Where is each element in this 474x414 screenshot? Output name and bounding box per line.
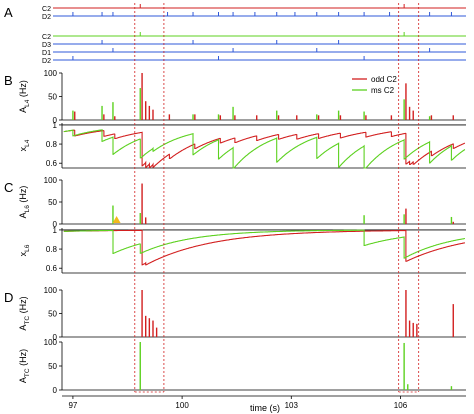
trace-x_L6-ms [63, 229, 465, 259]
y-tick-label-A_L4-0: 0 [53, 116, 58, 125]
trace-x_L4-odd [63, 129, 466, 169]
panel-A_TC_ms: 0 50 100 ATC (Hz) [18, 338, 466, 395]
y-tick-label-A_TC_ms-2: 100 [44, 338, 58, 347]
y-tick-label-x_L6-1: 0.8 [46, 245, 58, 254]
triangle-marker-A_L6 [112, 216, 121, 223]
x-tick-label-2: 103 [285, 401, 299, 410]
y-label-A_TC_odd: ATC (Hz) [18, 296, 31, 330]
raster-label-ms-d2: D2 [42, 58, 51, 65]
panel-letter-c: C [4, 180, 13, 195]
y-label-x_L6: xL6 [18, 244, 31, 256]
y-label-A_L4: AL4 (Hz) [18, 80, 31, 113]
legend: odd C2 ms C2 [352, 75, 397, 95]
y-tick-label-x_L4-1: 0.8 [46, 140, 58, 149]
y-label-x_L4: xL4 [18, 139, 31, 151]
y-tick-label-A_TC_odd-1: 50 [48, 310, 57, 319]
panel-letter-d: D [4, 290, 13, 305]
trace-x_L6-odd [63, 229, 465, 266]
raster-label-ms-c2: C2 [42, 34, 51, 41]
highlight-boxes [134, 3, 420, 393]
x-tick-label-3: 106 [394, 401, 408, 410]
y-tick-label-A_L6-0: 0 [53, 220, 58, 229]
y-tick-label-A_TC_odd-2: 100 [44, 286, 58, 295]
y-tick-label-x_L6-2: 1 [53, 226, 58, 235]
y-tick-label-A_L4-2: 100 [44, 69, 58, 78]
legend-label-ms: ms C2 [371, 86, 395, 95]
y-tick-label-A_TC_ms-1: 50 [48, 362, 57, 371]
y-tick-label-A_TC_ms-0: 0 [53, 386, 58, 395]
y-tick-label-x_L4-0: 0.6 [46, 159, 58, 168]
y-tick-label-A_L4-1: 50 [48, 93, 57, 102]
x-tick-label-1: 100 [175, 401, 189, 410]
panel-x_L6: 0.6 0.8 1 xL6 [18, 226, 466, 274]
raster-label-ms-d1: D1 [42, 50, 51, 57]
y-tick-label-A_TC_odd-0: 0 [53, 333, 58, 342]
raster-label-odd-c2: C2 [42, 6, 51, 13]
y-label-A_L6: AL6 (Hz) [18, 186, 31, 219]
legend-label-odd: odd C2 [371, 75, 397, 84]
y-tick-label-x_L4-2: 1 [53, 121, 58, 130]
y-tick-label-A_L6-1: 50 [48, 198, 57, 207]
panel-letter-a: A [4, 5, 13, 20]
x-axis: 97 100 103 106 [62, 395, 466, 410]
raster-label-ms-d3: D3 [42, 42, 51, 49]
panel-A_TC_odd: 0 50 100 ATC (Hz) [18, 286, 466, 342]
y-tick-label-x_L6-0: 0.6 [46, 264, 58, 273]
panel-letters: A B C D [4, 5, 13, 305]
panel-letter-b: B [4, 73, 13, 88]
y-tick-label-A_L6-2: 100 [44, 176, 58, 185]
y-label-A_TC_ms: ATC (Hz) [18, 349, 31, 383]
raster-label-odd-d2: D2 [42, 14, 51, 21]
trace-x_L4-ms [63, 129, 466, 169]
x-axis-label: time (s) [250, 403, 280, 413]
x-tick-label-0: 97 [68, 401, 77, 410]
